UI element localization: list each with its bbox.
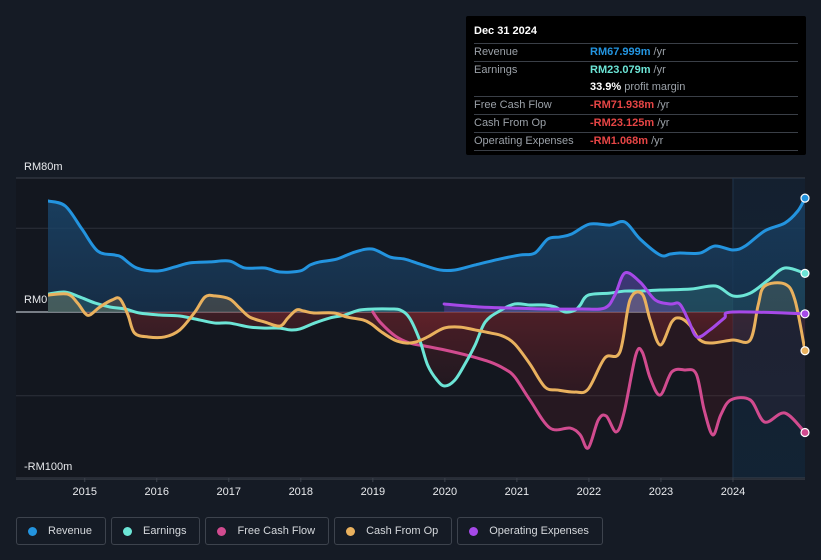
cash-from-op-line[interactable] [48,281,805,395]
x-axis: 2015 2016 2017 2018 2019 2020 2021 2022 2023 2024 [72,478,745,498]
tooltip-row-unit: /yr [657,117,670,129]
legend-label: Cash From Op [366,525,439,537]
tooltip-row: Free Cash Flow -RM71.938m/yr [474,96,798,114]
operating-expenses-area-negative [444,312,805,338]
legend: Revenue Earnings Free Cash Flow Cash From O… [16,517,603,545]
legend-dot-icon [217,526,227,536]
tooltip-row-unit: /yr [653,64,666,76]
cash-from-op-end-marker[interactable] [800,346,810,356]
tooltip-date: Dec 31 2024 [474,25,537,37]
highlight-region [732,178,805,478]
tooltip-row-label: Revenue [474,46,519,58]
x-tick-label: 2019 [361,486,385,498]
tooltip-row-label: Free Cash Flow [474,99,552,111]
operating-expenses-line[interactable] [442,271,805,339]
x-tick-label: 2016 [145,486,169,498]
end-markers [800,193,810,438]
tooltip-row-unit: /yr [653,46,666,58]
tooltip-row-value: 33.9% [590,81,622,93]
legend-label: Operating Expenses [489,525,589,537]
tooltip-row-unit: /yr [657,99,670,111]
tooltip-row-value: -RM71.938m [590,99,655,111]
tooltip-row: Earnings RM23.079m/yr [474,61,798,79]
x-tick-label: 2017 [217,486,241,498]
tooltip-row-value: RM23.079m [590,64,651,76]
revenue-area-positive [48,198,805,312]
operating-expenses-end-marker[interactable] [800,309,810,319]
tooltip-panel: Dec 31 2024 Revenue RM67.999m/yr Earnings R… [466,16,806,155]
x-tick-label: 2018 [289,486,313,498]
tooltip-row-label: Cash From Op [474,117,547,129]
legend-dot-icon [469,526,479,536]
x-tick-label: 2015 [72,486,96,498]
tooltip-rows: Revenue RM67.999m/yr Earnings RM23.079m/yr 3… [474,43,798,150]
legend-dot-icon [346,526,356,536]
tooltip-row-value: RM67.999m [590,46,651,58]
legend-label: Earnings [143,525,187,537]
legend-dot-icon [28,526,37,536]
y-tick-label-top: RM80m [24,161,63,173]
x-tick-label: 2024 [721,486,745,498]
tooltip-row-unit: profit margin [624,81,686,93]
earnings-end-marker[interactable] [800,268,810,278]
tooltip-row-value: -RM23.125m [590,117,655,129]
revenue-line[interactable] [48,196,805,274]
earnings-area-positive [48,267,805,312]
legend-label: Revenue [48,525,93,537]
tooltip-row-value: -RM1.068m [590,135,649,147]
free-cash-flow-end-marker[interactable] [800,427,810,438]
legend-item-earnings[interactable]: Earnings [111,517,201,545]
tooltip-row-label: Operating Expenses [474,135,574,147]
x-tick-label: 2022 [577,486,601,498]
legend-item-operating-expenses[interactable]: Operating Expenses [457,517,603,545]
tooltip-row-label [474,79,590,96]
tooltip-row: 33.9% profit margin [474,79,798,96]
legend-item-cash-from-op[interactable]: Cash From Op [334,517,453,545]
legend-dot-icon [123,526,133,536]
revenue-end-marker[interactable] [800,193,810,203]
x-tick-label: 2023 [649,486,673,498]
tooltip-row-unit: /yr [651,135,664,147]
x-tick-label: 2020 [433,486,457,498]
tooltip-row: Cash From Op -RM23.125m/yr [474,114,798,132]
legend-item-free-cash-flow[interactable]: Free Cash Flow [205,517,330,545]
free-cash-flow-line[interactable] [371,310,805,450]
legend-item-revenue[interactable]: Revenue [16,517,107,545]
tooltip-row-label: Earnings [474,64,518,76]
chart-canvas: 2015 2016 2017 2018 2019 2020 2021 2022 2023 2024… [16,161,810,498]
y-tick-label-bottom: -RM100m [24,461,72,473]
y-tick-label-zero: RM0 [24,294,47,306]
cash-from-op-area-negative [48,312,805,393]
x-tick-label: 2021 [505,486,529,498]
earnings-line[interactable] [48,266,805,388]
tooltip-row: Operating Expenses -RM1.068m/yr [474,132,798,150]
series-lines [48,196,805,450]
legend-label: Free Cash Flow [237,525,316,537]
earnings-area-negative [48,312,805,387]
tooltip-row: Revenue RM67.999m/yr [474,43,798,61]
